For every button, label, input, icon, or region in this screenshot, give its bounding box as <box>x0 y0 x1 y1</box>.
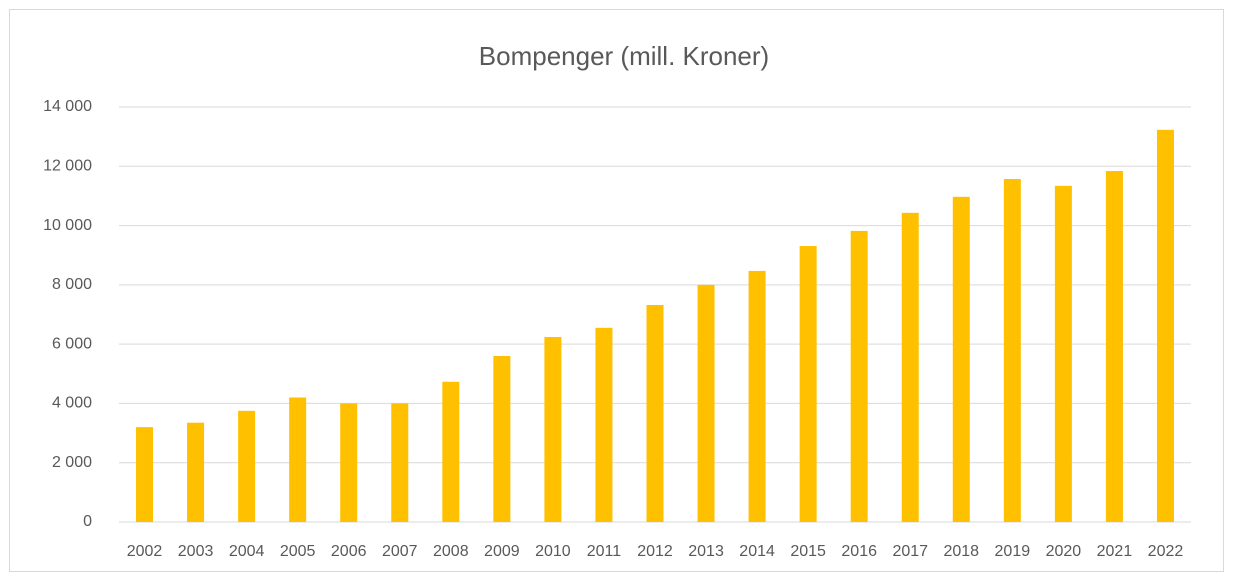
bar <box>238 410 256 522</box>
bar <box>391 403 409 522</box>
y-tick-label: 12 000 <box>43 158 92 175</box>
bar <box>493 356 511 522</box>
x-tick-label: 2003 <box>178 543 214 560</box>
y-tick-label: 8 000 <box>52 276 92 293</box>
bar <box>799 246 817 522</box>
x-tick-label: 2017 <box>892 543 928 560</box>
bar <box>544 337 562 522</box>
x-tick-label: 2021 <box>1097 543 1133 560</box>
x-tick-label: 2008 <box>433 543 469 560</box>
bar <box>1156 129 1174 522</box>
bar <box>595 327 613 522</box>
y-tick-label: 6 000 <box>52 335 92 352</box>
x-tick-label: 2006 <box>331 543 367 560</box>
x-tick-label: 2012 <box>637 543 673 560</box>
x-tick-label: 2018 <box>943 543 979 560</box>
x-tick-label: 2019 <box>995 543 1031 560</box>
x-tick-label: 2011 <box>587 543 622 560</box>
bar <box>136 427 154 522</box>
x-tick-label: 2022 <box>1148 543 1184 560</box>
chart-title: Bompenger (mill. Kroner) <box>479 41 769 71</box>
bar <box>952 196 970 522</box>
bar <box>1054 185 1072 522</box>
x-tick-label: 2004 <box>229 543 265 560</box>
y-tick-label: 0 <box>83 513 92 530</box>
bar <box>697 284 715 522</box>
bar <box>289 397 307 522</box>
bar <box>187 422 205 522</box>
chart-frame <box>9 9 1224 572</box>
x-tick-label: 2020 <box>1046 543 1082 560</box>
x-tick-label: 2010 <box>535 543 571 560</box>
y-tick-label: 14 000 <box>43 98 92 115</box>
bar <box>340 403 358 522</box>
bar <box>850 230 868 522</box>
y-tick-label: 4 000 <box>52 395 92 412</box>
x-tick-label: 2005 <box>280 543 316 560</box>
y-tick-label: 2 000 <box>52 454 92 471</box>
bar <box>1105 171 1123 522</box>
x-tick-label: 2002 <box>127 543 163 560</box>
bar <box>748 270 766 522</box>
x-tick-label: 2015 <box>790 543 826 560</box>
x-tick-label: 2007 <box>382 543 418 560</box>
bar <box>1003 179 1021 522</box>
bar <box>901 212 919 522</box>
x-tick-label: 2016 <box>841 543 877 560</box>
x-tick-label: 2014 <box>739 543 775 560</box>
x-tick-label: 2013 <box>688 543 724 560</box>
bar <box>442 381 460 522</box>
x-tick-label: 2009 <box>484 543 520 560</box>
y-tick-label: 10 000 <box>43 217 92 234</box>
bar <box>646 305 664 522</box>
